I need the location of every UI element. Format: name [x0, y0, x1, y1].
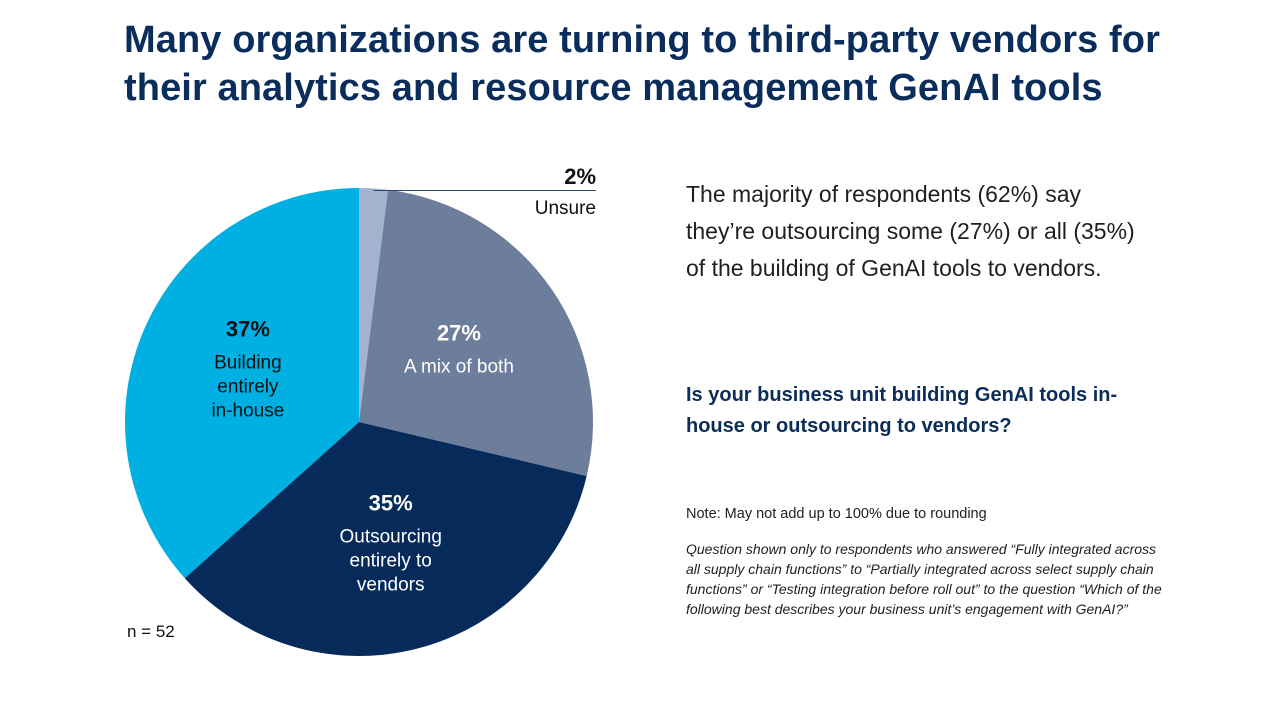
- pie-slice-2: [184, 422, 587, 656]
- slice-value-label: 2%: [564, 164, 596, 189]
- survey-question: Is your business unit building GenAI too…: [686, 384, 1118, 437]
- slice-category-label: Building: [214, 352, 282, 373]
- question-note: Question shown only to respondents who a…: [686, 541, 1162, 617]
- slice-value-label: 37%: [226, 316, 270, 341]
- pie-slice-0: [359, 188, 389, 422]
- slice-category-label: entirely to: [350, 551, 432, 572]
- slice-category-label: Outsourcing: [339, 527, 441, 548]
- slice-category-label: Unsure: [535, 198, 596, 219]
- slice-category-label: in-house: [211, 400, 284, 421]
- rounding-note: Note: May not add up to 100% due to roun…: [686, 506, 987, 522]
- slice-value-label: 35%: [369, 491, 413, 516]
- pie-slice-3: [125, 188, 359, 579]
- slice-category-label: entirely: [217, 376, 279, 397]
- summary-text: The majority of respondents (62%) say th…: [686, 181, 1135, 281]
- slice-category-label: vendors: [357, 575, 425, 596]
- page-title: Many organizations are turning to third-…: [124, 19, 1161, 109]
- sample-size: n = 52: [127, 622, 175, 641]
- slice-category-label: A mix of both: [404, 357, 514, 378]
- slice-value-label: 27%: [437, 321, 481, 346]
- pie-slice-1: [359, 189, 594, 477]
